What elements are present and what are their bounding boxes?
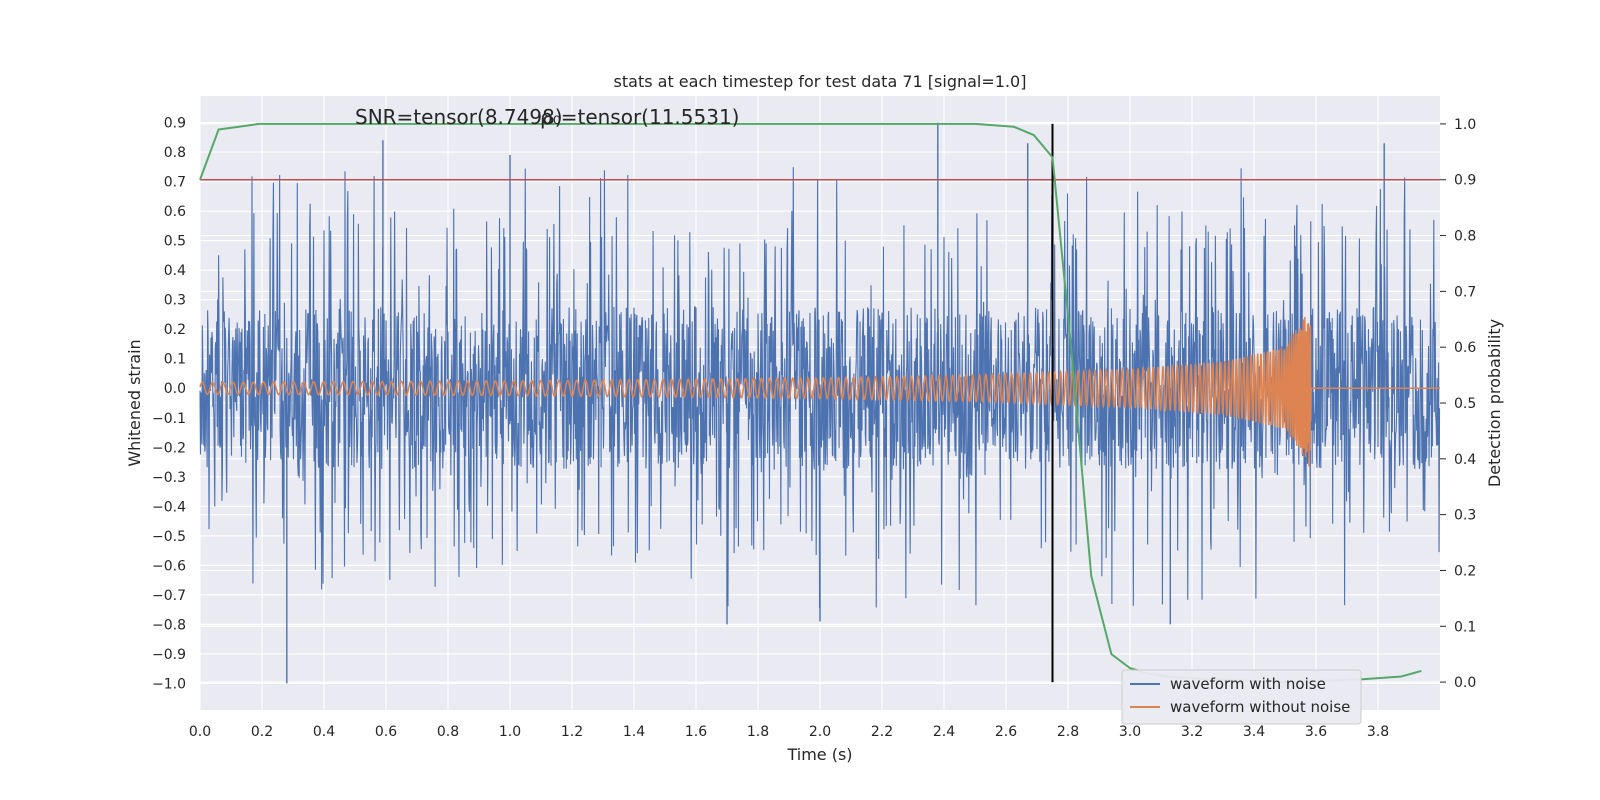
left-y-tick-label: −0.6 <box>152 558 186 574</box>
left-y-axis-label: Whitened strain <box>125 339 144 466</box>
right-y-tick-label: 0.1 <box>1454 619 1476 635</box>
left-y-tick-label: −0.8 <box>152 617 186 633</box>
x-axis-ticks: 0.0 0.2 0.4 0.6 0.8 1.0 1.2 1.4 1.6 1.8 2.0 2.2 2.4 2… <box>189 724 1389 740</box>
legend-label-clean: waveform without noise <box>1170 698 1350 716</box>
x-tick-label: 0.2 <box>251 724 273 740</box>
x-tick-label: 2.8 <box>1057 724 1079 740</box>
left-y-tick-label: −0.5 <box>152 529 186 545</box>
left-y-tick-label: −0.4 <box>152 499 186 515</box>
right-y-axis-label: Detection probability <box>1485 319 1504 487</box>
x-axis-label: Time (s) <box>786 745 852 764</box>
right-y-tick-label: 0.7 <box>1454 284 1476 300</box>
overlay-lines <box>200 123 1440 683</box>
left-y-tick-label: −1.0 <box>152 676 186 692</box>
x-tick-label: 0.0 <box>189 724 211 740</box>
x-tick-label: 2.6 <box>995 724 1017 740</box>
chart-title: stats at each timestep for test data 71 … <box>614 72 1027 91</box>
x-tick-label: 1.2 <box>561 724 583 740</box>
annotation-snr: SNR=tensor(8.7498) <box>355 105 563 129</box>
left-y-tick-label: 0.3 <box>164 293 186 309</box>
left-y-tick-label: 0.2 <box>164 322 186 338</box>
left-y-tick-label: 0.4 <box>164 263 186 279</box>
right-y-tick-label: 1.0 <box>1454 117 1476 133</box>
x-tick-label: 2.2 <box>871 724 893 740</box>
right-y-tick-label: 0.4 <box>1454 452 1476 468</box>
left-y-tick-label: −0.1 <box>152 411 186 427</box>
x-tick-label: 1.0 <box>499 724 521 740</box>
series-waveform-with-noise <box>199 122 1441 684</box>
right-y-tick-label: 0.8 <box>1454 229 1476 245</box>
right-y-axis-ticks: 1.0 0.9 0.8 0.7 0.6 0.5 0.4 0.3 0.2 0.1 0.0 <box>1440 117 1476 691</box>
left-y-tick-label: 0.7 <box>164 175 186 191</box>
left-y-tick-label: −0.7 <box>152 588 186 604</box>
x-tick-label: 3.2 <box>1181 724 1203 740</box>
x-tick-label: 1.4 <box>623 724 645 740</box>
x-tick-label: 3.0 <box>1119 724 1141 740</box>
x-tick-label: 3.4 <box>1243 724 1265 740</box>
left-y-tick-label: −0.2 <box>152 440 186 456</box>
left-y-tick-label: 0.9 <box>164 116 186 132</box>
right-y-tick-label: 0.0 <box>1454 675 1476 691</box>
legend-box <box>1121 669 1362 725</box>
x-tick-label: 1.8 <box>747 724 769 740</box>
left-y-tick-label: 0.5 <box>164 234 186 250</box>
x-tick-label: 1.6 <box>685 724 707 740</box>
x-tick-label: 0.8 <box>437 724 459 740</box>
right-y-tick-label: 0.9 <box>1454 173 1476 189</box>
left-y-tick-label: 0.1 <box>164 352 186 368</box>
x-tick-label: 0.4 <box>313 724 335 740</box>
left-y-axis-ticks: 0.9 0.8 0.7 0.6 0.5 0.4 0.3 0.2 0.1 0.0 −0.1 −0.2 −0… <box>152 116 186 693</box>
right-y-tick-label: 0.3 <box>1454 508 1476 524</box>
annotation-rho: ρ₀=tensor(11.5531) <box>540 105 739 129</box>
legend: waveform with noise waveform without noi… <box>1121 669 1362 725</box>
clean-waveform-line <box>199 316 1440 467</box>
left-y-tick-label: 0.0 <box>164 381 186 397</box>
right-y-tick-label: 0.6 <box>1454 340 1476 356</box>
left-y-tick-label: 0.8 <box>164 145 186 161</box>
right-y-tick-label: 0.5 <box>1454 396 1476 412</box>
x-tick-label: 2.4 <box>933 724 955 740</box>
x-tick-label: 2.0 <box>809 724 831 740</box>
legend-label-noisy: waveform with noise <box>1170 675 1326 693</box>
x-tick-label: 3.6 <box>1305 724 1327 740</box>
left-y-tick-label: −0.9 <box>152 647 186 663</box>
x-tick-label: 3.8 <box>1367 724 1389 740</box>
left-y-tick-label: −0.3 <box>152 470 186 486</box>
right-y-tick-label: 0.2 <box>1454 563 1476 579</box>
series-waveform-without-noise <box>199 316 1440 467</box>
left-y-tick-label: 0.6 <box>164 204 186 220</box>
x-tick-label: 0.6 <box>375 724 397 740</box>
